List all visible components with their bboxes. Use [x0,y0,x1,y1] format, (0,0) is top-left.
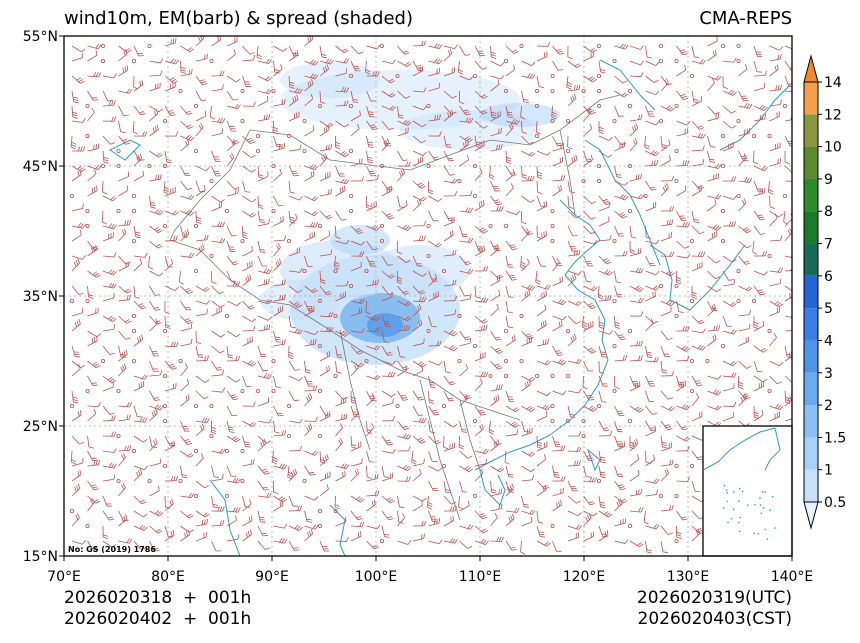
colorbar-tick-label: 1.5 [824,430,846,446]
colorbar-tick-label: 4 [824,333,833,349]
lat-label-25: 25°N [23,419,58,435]
lon-label-120: 120°E [563,569,606,585]
chart-title: wind10m, EM(barb) & spread (shaded) [64,8,413,29]
colorbar: 0.5 1 1.5 2 3 4 5 6 7 8 9 10 12 14 [803,54,846,530]
colorbar-tick-label: 3 [824,366,833,382]
colorbar-tick-label: 7 [824,237,833,253]
colorbar-tick-label: 14 [824,75,842,91]
colorbar-tick-label: 12 [824,107,842,123]
lon-label-110: 110°E [459,569,502,585]
init-time-cst: 2026020402 + 001h [64,609,252,629]
lon-label-140: 140°E [771,569,814,585]
lon-label-80: 80°E [151,569,185,585]
valid-time-cst: 2026020403(CST) [637,609,792,629]
colorbar-tick-label: 1 [824,463,833,479]
colorbar-tick-label: 2 [824,398,833,414]
lon-label-70: 70°E [47,569,81,585]
lon-label-90: 90°E [255,569,289,585]
colorbar-tick-label: 8 [824,204,833,220]
colorbar-tick-label: 5 [824,301,833,317]
lon-label-130: 130°E [667,569,710,585]
colorbar-tick-label: 0.5 [824,495,846,511]
lat-label-45: 45°N [23,159,58,175]
spread-shading [260,62,560,365]
valid-time-utc: 2026020319(UTC) [636,588,792,608]
lon-tick-labels: 70°E 80°E 90°E 100°E 110°E 120°E 130°E 1… [47,569,813,585]
colorbar-tick-label: 9 [824,172,833,188]
south-china-sea-inset [702,425,793,557]
valid-time-block: 2026020319(UTC) 2026020403(CST) [637,588,792,630]
init-time-block: 2026020318 + 001h 2026020402 + 001h [64,588,251,630]
lon-label-100: 100°E [355,569,398,585]
lat-tick-labels: 55°N 45°N 35°N 25°N 15°N [23,29,58,565]
model-name: CMA-REPS [699,8,792,29]
lat-label-35: 35°N [23,289,58,305]
init-time-utc: 2026020318 + 001h [64,588,252,608]
lat-label-15: 15°N [23,549,58,565]
wind-barb-layer [70,36,792,555]
review-number: No: GS (2019) 1786 [68,545,156,554]
colorbar-tick-label: 6 [824,269,833,285]
graticule [64,36,792,556]
colorbar-tick-label: 10 [824,140,842,156]
lat-label-55: 55°N [23,29,58,45]
